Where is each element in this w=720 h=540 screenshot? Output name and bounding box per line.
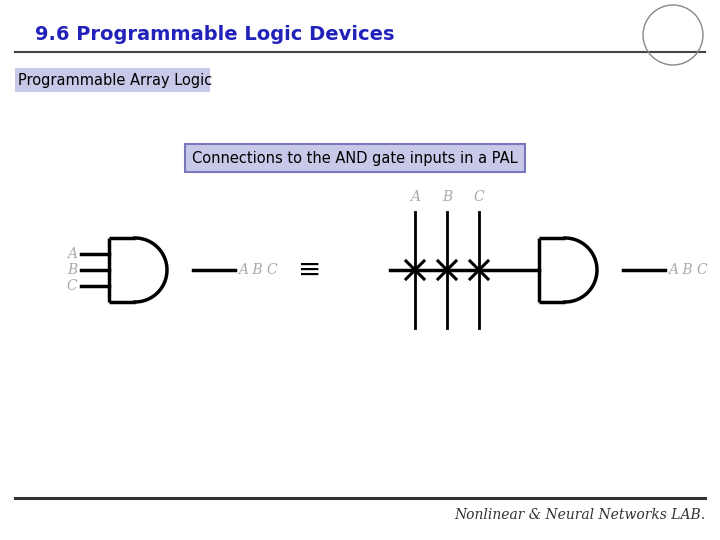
Text: A: A bbox=[67, 247, 77, 261]
Text: A: A bbox=[410, 190, 420, 204]
Text: A B C: A B C bbox=[238, 263, 278, 277]
Text: Nonlinear & Neural Networks LAB.: Nonlinear & Neural Networks LAB. bbox=[454, 508, 705, 522]
Text: A B C: A B C bbox=[668, 263, 708, 277]
Text: C: C bbox=[474, 190, 485, 204]
Text: Connections to the AND gate inputs in a PAL: Connections to the AND gate inputs in a … bbox=[192, 151, 518, 165]
Text: ≡: ≡ bbox=[298, 256, 322, 284]
Text: B: B bbox=[442, 190, 452, 204]
Text: 9.6 Programmable Logic Devices: 9.6 Programmable Logic Devices bbox=[35, 25, 395, 44]
FancyBboxPatch shape bbox=[15, 68, 210, 92]
Text: C: C bbox=[66, 279, 77, 293]
Text: Programmable Array Logic: Programmable Array Logic bbox=[18, 72, 212, 87]
FancyBboxPatch shape bbox=[185, 144, 525, 172]
Text: B: B bbox=[67, 263, 77, 277]
